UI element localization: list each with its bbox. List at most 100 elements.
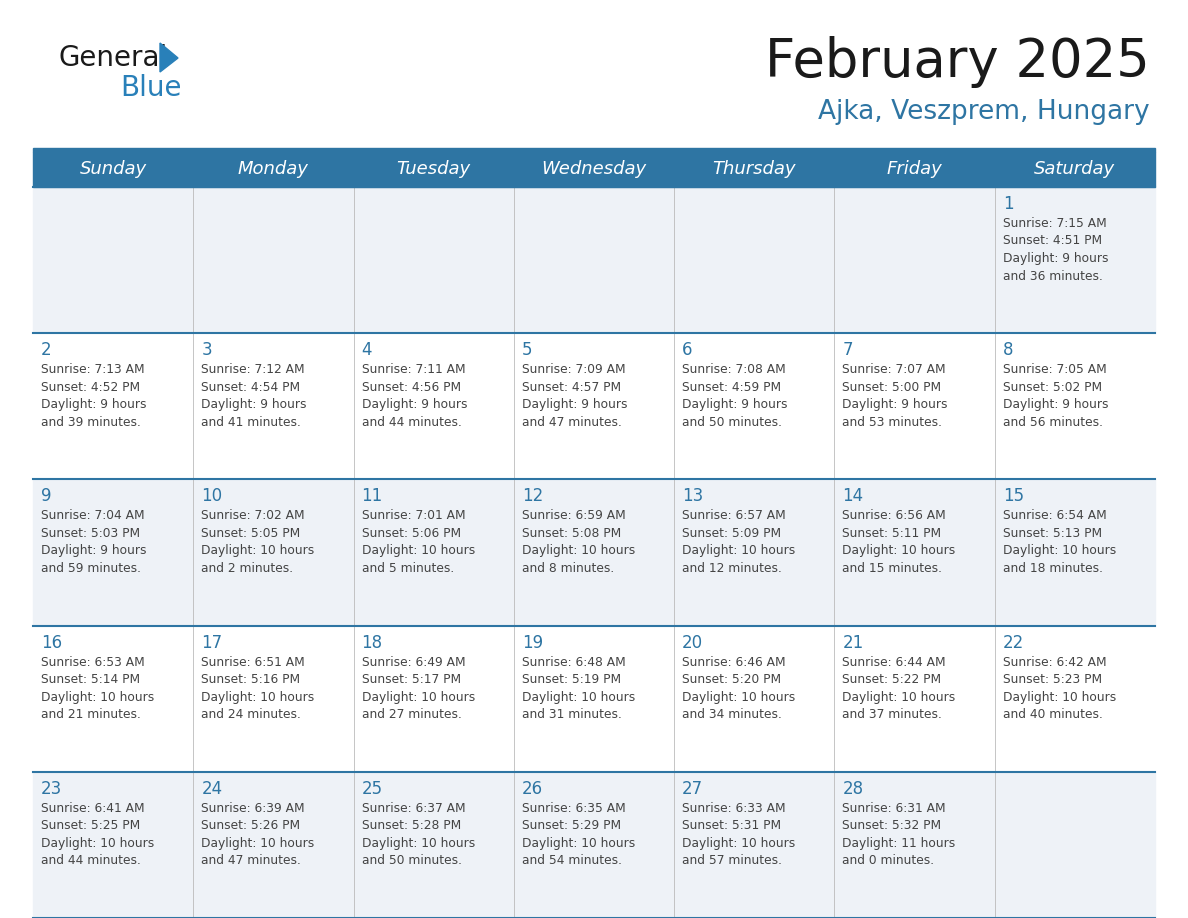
Text: Sunrise: 7:08 AM: Sunrise: 7:08 AM xyxy=(682,364,786,376)
Text: Monday: Monday xyxy=(238,161,309,178)
Text: Sunrise: 6:39 AM: Sunrise: 6:39 AM xyxy=(201,801,305,815)
Text: and 37 minutes.: and 37 minutes. xyxy=(842,708,942,722)
Text: Sunset: 5:17 PM: Sunset: 5:17 PM xyxy=(361,673,461,686)
Text: Sunset: 5:32 PM: Sunset: 5:32 PM xyxy=(842,819,942,833)
Text: and 0 minutes.: and 0 minutes. xyxy=(842,855,935,868)
Text: Daylight: 9 hours: Daylight: 9 hours xyxy=(361,398,467,411)
Text: and 12 minutes.: and 12 minutes. xyxy=(682,562,782,575)
Text: 2: 2 xyxy=(42,341,51,359)
Text: 9: 9 xyxy=(42,487,51,506)
Text: Sunrise: 6:37 AM: Sunrise: 6:37 AM xyxy=(361,801,466,815)
Text: and 27 minutes.: and 27 minutes. xyxy=(361,708,461,722)
Text: Sunset: 5:05 PM: Sunset: 5:05 PM xyxy=(201,527,301,540)
Bar xyxy=(33,772,1155,918)
Bar xyxy=(33,187,1155,333)
Text: and 50 minutes.: and 50 minutes. xyxy=(361,855,462,868)
Text: Sunset: 5:11 PM: Sunset: 5:11 PM xyxy=(842,527,942,540)
Text: 25: 25 xyxy=(361,779,383,798)
Text: 22: 22 xyxy=(1003,633,1024,652)
Text: and 54 minutes.: and 54 minutes. xyxy=(522,855,621,868)
Text: Daylight: 10 hours: Daylight: 10 hours xyxy=(682,690,796,703)
Text: Sunrise: 7:02 AM: Sunrise: 7:02 AM xyxy=(201,509,305,522)
Text: Sunrise: 6:35 AM: Sunrise: 6:35 AM xyxy=(522,801,626,815)
Text: Sunrise: 6:42 AM: Sunrise: 6:42 AM xyxy=(1003,655,1106,668)
Text: Daylight: 10 hours: Daylight: 10 hours xyxy=(522,544,636,557)
Text: Daylight: 10 hours: Daylight: 10 hours xyxy=(842,544,955,557)
Text: Daylight: 9 hours: Daylight: 9 hours xyxy=(201,398,307,411)
Text: Daylight: 10 hours: Daylight: 10 hours xyxy=(522,837,636,850)
Text: and 57 minutes.: and 57 minutes. xyxy=(682,855,782,868)
Text: and 59 minutes.: and 59 minutes. xyxy=(42,562,141,575)
Text: Sunrise: 7:01 AM: Sunrise: 7:01 AM xyxy=(361,509,466,522)
Text: Daylight: 10 hours: Daylight: 10 hours xyxy=(201,544,315,557)
Text: Sunrise: 7:12 AM: Sunrise: 7:12 AM xyxy=(201,364,305,376)
Text: 14: 14 xyxy=(842,487,864,506)
Text: and 8 minutes.: and 8 minutes. xyxy=(522,562,614,575)
Text: Friday: Friday xyxy=(886,161,942,178)
Text: Sunset: 5:08 PM: Sunset: 5:08 PM xyxy=(522,527,621,540)
Polygon shape xyxy=(160,43,178,72)
Text: Sunrise: 6:49 AM: Sunrise: 6:49 AM xyxy=(361,655,466,668)
Text: and 5 minutes.: and 5 minutes. xyxy=(361,562,454,575)
Text: Daylight: 9 hours: Daylight: 9 hours xyxy=(1003,398,1108,411)
Text: Sunrise: 7:05 AM: Sunrise: 7:05 AM xyxy=(1003,364,1106,376)
Text: 6: 6 xyxy=(682,341,693,359)
Text: Sunrise: 6:46 AM: Sunrise: 6:46 AM xyxy=(682,655,785,668)
Text: Wednesday: Wednesday xyxy=(542,161,646,178)
Text: Sunrise: 6:41 AM: Sunrise: 6:41 AM xyxy=(42,801,145,815)
Text: Sunset: 4:54 PM: Sunset: 4:54 PM xyxy=(201,381,301,394)
Bar xyxy=(33,333,1155,479)
Text: Daylight: 9 hours: Daylight: 9 hours xyxy=(42,544,146,557)
Text: Sunrise: 6:57 AM: Sunrise: 6:57 AM xyxy=(682,509,786,522)
Text: Sunrise: 7:09 AM: Sunrise: 7:09 AM xyxy=(522,364,626,376)
Text: 16: 16 xyxy=(42,633,62,652)
Text: Sunrise: 7:11 AM: Sunrise: 7:11 AM xyxy=(361,364,466,376)
Text: and 44 minutes.: and 44 minutes. xyxy=(361,416,461,429)
Text: 23: 23 xyxy=(42,779,62,798)
Text: and 44 minutes.: and 44 minutes. xyxy=(42,855,141,868)
Text: and 34 minutes.: and 34 minutes. xyxy=(682,708,782,722)
Bar xyxy=(33,479,1155,625)
Text: Sunrise: 7:15 AM: Sunrise: 7:15 AM xyxy=(1003,217,1106,230)
Text: 27: 27 xyxy=(682,779,703,798)
Text: Sunset: 4:57 PM: Sunset: 4:57 PM xyxy=(522,381,621,394)
Text: Daylight: 10 hours: Daylight: 10 hours xyxy=(201,837,315,850)
Text: 21: 21 xyxy=(842,633,864,652)
Text: and 47 minutes.: and 47 minutes. xyxy=(522,416,621,429)
Text: Daylight: 9 hours: Daylight: 9 hours xyxy=(682,398,788,411)
Text: Daylight: 10 hours: Daylight: 10 hours xyxy=(1003,544,1116,557)
Bar xyxy=(33,625,1155,772)
Text: Sunset: 5:02 PM: Sunset: 5:02 PM xyxy=(1003,381,1101,394)
Text: Daylight: 10 hours: Daylight: 10 hours xyxy=(682,544,796,557)
Text: Saturday: Saturday xyxy=(1035,161,1116,178)
Text: Sunrise: 6:54 AM: Sunrise: 6:54 AM xyxy=(1003,509,1106,522)
Text: 24: 24 xyxy=(201,779,222,798)
Text: Sunrise: 6:44 AM: Sunrise: 6:44 AM xyxy=(842,655,946,668)
Text: Sunrise: 6:33 AM: Sunrise: 6:33 AM xyxy=(682,801,785,815)
Text: and 24 minutes.: and 24 minutes. xyxy=(201,708,302,722)
Text: and 53 minutes.: and 53 minutes. xyxy=(842,416,942,429)
Text: and 40 minutes.: and 40 minutes. xyxy=(1003,708,1102,722)
Bar xyxy=(33,148,1155,152)
Text: Daylight: 9 hours: Daylight: 9 hours xyxy=(842,398,948,411)
Text: Sunset: 4:56 PM: Sunset: 4:56 PM xyxy=(361,381,461,394)
Text: 20: 20 xyxy=(682,633,703,652)
Text: and 39 minutes.: and 39 minutes. xyxy=(42,416,141,429)
Text: Daylight: 10 hours: Daylight: 10 hours xyxy=(201,690,315,703)
Text: Daylight: 10 hours: Daylight: 10 hours xyxy=(42,837,154,850)
Text: Daylight: 9 hours: Daylight: 9 hours xyxy=(42,398,146,411)
Text: 28: 28 xyxy=(842,779,864,798)
Text: Daylight: 10 hours: Daylight: 10 hours xyxy=(42,690,154,703)
Text: Sunset: 5:14 PM: Sunset: 5:14 PM xyxy=(42,673,140,686)
Text: and 31 minutes.: and 31 minutes. xyxy=(522,708,621,722)
Text: 7: 7 xyxy=(842,341,853,359)
Text: Sunset: 5:00 PM: Sunset: 5:00 PM xyxy=(842,381,942,394)
Text: Sunset: 5:13 PM: Sunset: 5:13 PM xyxy=(1003,527,1101,540)
Text: 1: 1 xyxy=(1003,195,1013,213)
Text: Sunset: 5:31 PM: Sunset: 5:31 PM xyxy=(682,819,782,833)
Text: 12: 12 xyxy=(522,487,543,506)
Text: 5: 5 xyxy=(522,341,532,359)
Text: Daylight: 9 hours: Daylight: 9 hours xyxy=(522,398,627,411)
Text: 13: 13 xyxy=(682,487,703,506)
Text: February 2025: February 2025 xyxy=(765,36,1150,88)
